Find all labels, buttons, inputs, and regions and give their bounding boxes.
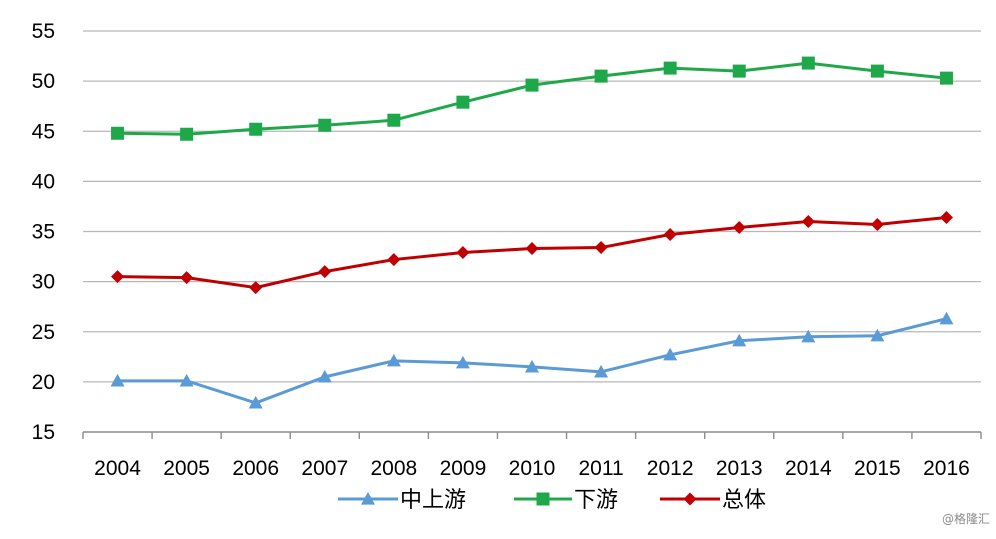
data-point-triangle [179, 373, 194, 387]
y-tick-label: 20 [32, 371, 55, 394]
x-tick-label: 2015 [854, 457, 901, 480]
data-point-triangle [110, 373, 125, 387]
data-point-diamond [801, 214, 815, 228]
data-point-diamond [594, 241, 608, 255]
data-point-diamond [387, 253, 401, 267]
data-point-triangle [386, 353, 401, 367]
x-tick-label: 2014 [785, 457, 832, 480]
data-point-diamond [663, 228, 677, 242]
data-point-diamond [249, 281, 263, 295]
legend: 中上游 下游 总体 [338, 488, 766, 513]
data-point-triangle [870, 328, 885, 342]
data-point-square [111, 126, 125, 140]
data-point-square [732, 64, 746, 78]
data-point-diamond [683, 492, 697, 506]
legend-item-1: 中上游 [338, 488, 466, 513]
data-point-triangle [594, 364, 609, 378]
y-tick-label: 40 [32, 170, 55, 193]
data-point-square [870, 64, 884, 78]
data-point-diamond [318, 265, 332, 279]
data-point-square [663, 61, 677, 75]
x-tick-label: 2016 [923, 457, 970, 480]
y-tick-label: 50 [32, 70, 55, 93]
data-point-square [939, 71, 953, 85]
legend-item-3: 总体 [660, 488, 766, 513]
y-tick-label: 35 [32, 221, 55, 244]
data-point-triangle [317, 369, 332, 383]
data-point-square [249, 122, 263, 136]
y-tick-label: 45 [32, 120, 55, 143]
data-point-diamond [870, 217, 884, 231]
data-point-square [801, 56, 815, 70]
axes: 15 20 25 30 35 40 45 50 55 2004 2005 2006 2007 2008 20… [32, 20, 982, 480]
legend-label: 总体 [722, 488, 766, 513]
data-point-diamond [456, 246, 470, 260]
series-layer [110, 56, 954, 409]
legend-item-2: 下游 [514, 488, 618, 513]
x-tick-label: 2011 [578, 457, 623, 480]
x-tick-label: 2012 [647, 457, 694, 480]
data-point-triangle [939, 311, 954, 325]
y-tick-label: 15 [32, 421, 55, 444]
x-tick-label: 2006 [232, 457, 279, 480]
data-point-square [525, 78, 539, 92]
data-point-square [536, 492, 550, 506]
data-point-triangle [663, 347, 678, 361]
x-tick-label: 2013 [716, 457, 763, 480]
data-point-square [387, 113, 401, 127]
series-line [117, 61, 947, 136]
data-point-triangle [455, 355, 470, 369]
data-point-square [456, 95, 470, 109]
data-point-diamond [939, 210, 953, 224]
series-1 [110, 311, 954, 409]
x-tick-label: 2004 [94, 457, 141, 480]
y-tick-label: 30 [32, 271, 55, 294]
x-tick-label: 2008 [370, 457, 417, 480]
data-point-diamond [525, 242, 539, 256]
data-point-triangle [525, 359, 539, 373]
data-point-triangle [248, 395, 263, 409]
data-point-triangle [732, 333, 747, 347]
data-point-diamond [111, 270, 125, 284]
x-tick-label: 2007 [301, 457, 348, 480]
data-point-triangle [801, 329, 816, 343]
data-point-diamond [732, 220, 746, 234]
data-point-square [180, 127, 194, 141]
legend-label: 中上游 [400, 488, 466, 513]
y-tick-label: 25 [32, 321, 55, 344]
x-tick-label: 2005 [163, 457, 210, 480]
legend-label: 下游 [574, 488, 618, 513]
data-point-square [318, 118, 332, 132]
x-tick-label: 2009 [440, 457, 487, 480]
series-3 [111, 210, 953, 295]
data-point-diamond [180, 271, 194, 285]
data-point-triangle [361, 492, 375, 505]
series-2 [111, 56, 953, 141]
data-point-square [594, 69, 608, 83]
x-tick-label: 2010 [509, 457, 556, 480]
watermark-text: @格隆汇 [941, 512, 990, 526]
y-tick-label: 55 [32, 20, 55, 43]
